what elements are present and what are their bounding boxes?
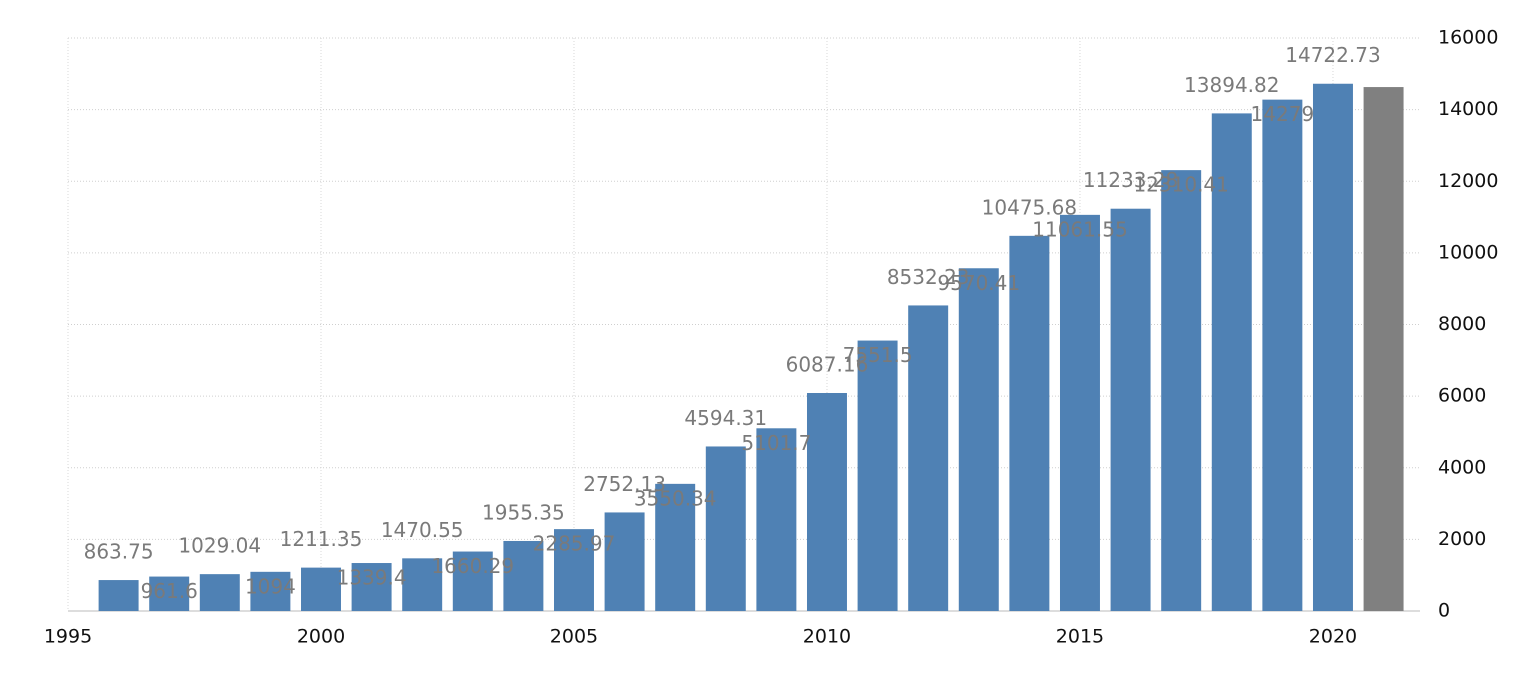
bar (149, 576, 190, 611)
bar (503, 540, 544, 611)
value-label: 12310.41 (1133, 173, 1228, 197)
bar (1312, 83, 1353, 611)
value-label: 6087.16 (786, 353, 869, 377)
value-label: 11061.55 (1032, 217, 1127, 241)
value-label: 863.75 (84, 540, 154, 564)
bar (1110, 208, 1151, 611)
value-label: 14722.73 (1285, 43, 1380, 67)
x-tick-label: 2020 (1309, 626, 1357, 648)
bar (1211, 113, 1252, 612)
bar (301, 567, 341, 611)
x-tick-label: 2010 (803, 626, 851, 648)
value-label: 2285.97 (533, 532, 616, 556)
x-tick-label: 2015 (1056, 626, 1104, 648)
bar (1161, 170, 1202, 612)
y-tick-label: 14000 (1438, 98, 1498, 120)
y-tick-label: 4000 (1438, 456, 1486, 478)
y-tick-label: 16000 (1438, 27, 1498, 49)
x-tick-label: 1995 (44, 626, 92, 648)
y-tick-label: 10000 (1438, 241, 1498, 263)
bar (655, 483, 696, 611)
bar (705, 446, 746, 611)
bar (908, 305, 949, 611)
bar (604, 512, 645, 611)
bar (98, 580, 139, 611)
bar (452, 551, 493, 611)
y-tick-label: 0 (1438, 600, 1450, 622)
bar (351, 563, 392, 611)
value-label: 1029.04 (178, 534, 261, 558)
bar (1059, 214, 1100, 611)
value-label: 10475.68 (982, 195, 1077, 219)
value-label: 1211.35 (280, 527, 363, 551)
value-label: 2752.13 (583, 472, 666, 496)
bar (554, 529, 594, 611)
value-label: 961.6 (141, 579, 198, 603)
value-label: 11233.28 (1083, 168, 1178, 192)
bar (806, 393, 847, 611)
value-label: 1955.35 (482, 500, 565, 524)
value-label: 8532.23 (887, 265, 970, 289)
value-label: 13894.82 (1184, 73, 1279, 97)
value-label: 7551.5 (843, 343, 913, 367)
x-tick-label: 2005 (550, 626, 598, 648)
value-label: 1339.4 (337, 566, 407, 590)
bar (958, 268, 999, 611)
bar (857, 340, 898, 611)
y-tick-label: 8000 (1438, 313, 1486, 335)
value-label: 1094 (245, 574, 296, 598)
value-label: 1470.55 (381, 518, 464, 542)
bar (1009, 235, 1050, 611)
y-tick-label: 2000 (1438, 528, 1486, 550)
x-tick-label: 2000 (297, 626, 345, 648)
bar (756, 428, 797, 611)
value-label: 1660.29 (431, 554, 514, 578)
value-label: 4594.31 (684, 406, 767, 430)
value-label: 3550.34 (634, 486, 717, 510)
bar (1262, 99, 1303, 612)
bar (250, 571, 291, 611)
bar (402, 558, 443, 611)
y-tick-label: 6000 (1438, 385, 1486, 407)
bar (1363, 87, 1404, 612)
value-label: 5101.7 (741, 431, 811, 455)
bar (199, 574, 240, 611)
y-tick-label: 12000 (1438, 170, 1498, 192)
value-label: 9570.41 (937, 271, 1020, 295)
value-label: 14279 (1251, 102, 1315, 126)
